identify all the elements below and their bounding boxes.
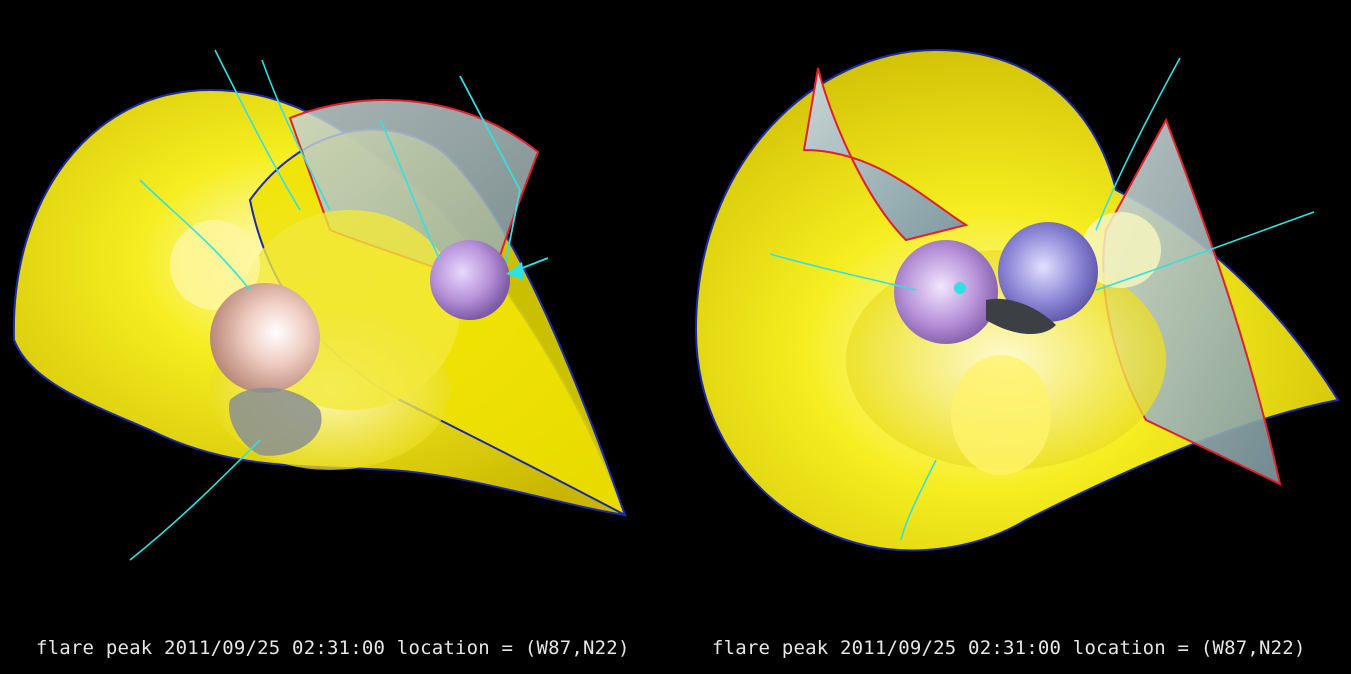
arrow-icon [506, 257, 549, 280]
right-caption: flare peak 2011/09/25 02:31:00 location … [712, 637, 1306, 659]
right-view-panel: flare peak 2011/09/25 02:31:00 location … [676, 0, 1351, 674]
surface-patch [229, 387, 322, 456]
surface-patch [986, 298, 1056, 335]
left-lobe [170, 220, 260, 310]
violet-sphere [894, 240, 998, 344]
violet-sphere [430, 240, 510, 320]
field-lines [129, 49, 441, 561]
right-lobe [1081, 212, 1161, 288]
cyan-marker [954, 282, 966, 294]
cut-plane-edge [459, 75, 521, 291]
cut-plane-slab-left [802, 67, 969, 242]
right-3d-render [694, 48, 1340, 552]
lower-lobe [951, 355, 1051, 475]
blue-sphere [998, 222, 1098, 322]
left-caption: flare peak 2011/09/25 02:31:00 location … [36, 637, 630, 659]
left-view-panel: flare peak 2011/09/25 02:31:00 location … [12, 49, 630, 659]
field-lines [769, 57, 1315, 541]
left-3d-render [12, 49, 627, 561]
pink-sphere [210, 283, 320, 393]
